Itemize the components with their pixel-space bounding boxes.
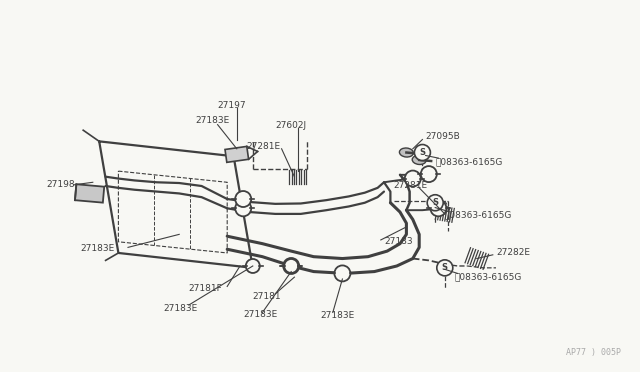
Text: 27281E: 27281E	[246, 142, 280, 151]
Circle shape	[283, 258, 300, 274]
Polygon shape	[75, 184, 104, 203]
Circle shape	[421, 166, 437, 182]
Text: 27197: 27197	[218, 101, 246, 110]
Circle shape	[415, 144, 431, 161]
Ellipse shape	[412, 155, 426, 164]
Text: S: S	[442, 263, 448, 272]
Circle shape	[335, 265, 351, 282]
Text: 27602J: 27602J	[275, 121, 307, 130]
Text: 27282E: 27282E	[496, 248, 530, 257]
Text: 27183E: 27183E	[320, 311, 355, 320]
Text: 27281E: 27281E	[394, 181, 428, 190]
Circle shape	[405, 170, 421, 187]
Text: 27183E: 27183E	[163, 304, 198, 313]
Circle shape	[431, 200, 447, 217]
Text: 27095B: 27095B	[426, 132, 460, 141]
Text: 27183E: 27183E	[80, 244, 115, 253]
Text: S: S	[432, 198, 438, 207]
Text: 27181F: 27181F	[189, 284, 223, 293]
Circle shape	[428, 195, 444, 211]
Text: 27198: 27198	[46, 180, 75, 189]
Polygon shape	[225, 147, 248, 162]
Text: 27183: 27183	[384, 237, 413, 246]
Text: S: S	[419, 148, 426, 157]
Circle shape	[236, 191, 252, 207]
Text: Ⓢ08363-6165G: Ⓢ08363-6165G	[445, 211, 512, 219]
Circle shape	[246, 259, 260, 273]
Text: 27183E: 27183E	[243, 310, 278, 319]
Circle shape	[236, 200, 252, 217]
Text: Ⓢ08363-6165G: Ⓢ08363-6165G	[454, 273, 522, 282]
Text: AP77 ) 005P: AP77 ) 005P	[566, 348, 621, 357]
Text: 27183E: 27183E	[195, 116, 230, 125]
Text: Ⓢ08363-6165G: Ⓢ08363-6165G	[435, 157, 502, 166]
Circle shape	[436, 260, 453, 276]
Ellipse shape	[399, 148, 413, 157]
Circle shape	[284, 259, 298, 273]
Text: 27181: 27181	[253, 292, 282, 301]
